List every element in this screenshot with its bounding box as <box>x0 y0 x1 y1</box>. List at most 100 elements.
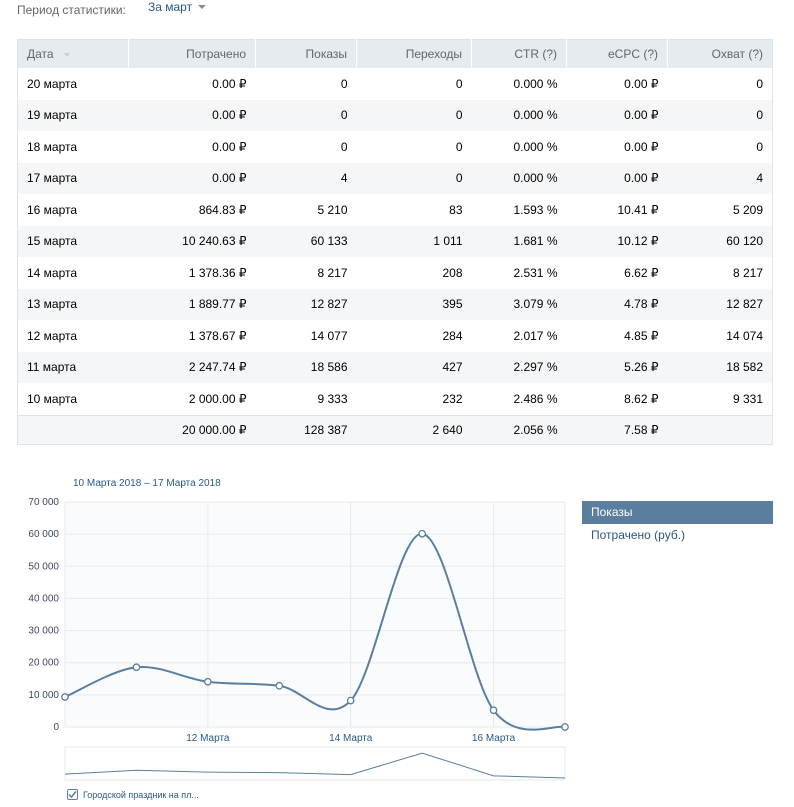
table-cell: 0.00 ₽ <box>128 99 256 131</box>
table-cell: 8 217 <box>732 265 763 280</box>
totals-cell <box>667 414 773 444</box>
table-cell: 12 827 <box>255 288 357 320</box>
column-header-date[interactable]: Дата <box>17 39 129 68</box>
y-tick-label: 0 <box>53 722 59 733</box>
data-point <box>418 529 426 538</box>
stats-table: Дата Потрачено Показы Переходы CTR (?) e… <box>17 39 773 445</box>
campaign-filter[interactable]: Городской праздник на пл... <box>67 789 199 800</box>
data-point <box>561 723 569 731</box>
table-cell: 1 011 <box>356 225 472 257</box>
table-cell: 5.26 ₽ <box>566 351 668 383</box>
table-cell: 18 582 <box>667 351 773 383</box>
table-cell: 1 378.36 ₽ <box>188 265 247 280</box>
table-cell: 427 <box>356 351 472 383</box>
table-cell: 5 209 <box>732 202 763 217</box>
table-cell: 14 074 <box>726 328 763 343</box>
impressions-chart: 0 10 000 20 000 30 000 40 000 50 000 60 000 70 … <box>28 497 569 781</box>
period-label: Период статистики: <box>17 3 126 17</box>
table-cell: 2.486 % <box>513 391 558 406</box>
table-cell: 0.00 ₽ <box>624 76 659 91</box>
table-row: 20 марта 0.00 ₽ 0 0 0.000 % 0.00 ₽ 0 <box>18 68 773 100</box>
row-date-cell: 10 марта <box>27 391 78 406</box>
table-row: 10 марта 2 000.00 ₽ 9 333 232 2.486 % 8.62 ₽ 9… <box>18 383 773 415</box>
table-cell: 0 <box>340 76 348 91</box>
data-point <box>132 663 141 672</box>
data-point <box>346 696 355 705</box>
totals-cell: 2.056 % <box>471 414 567 444</box>
table-cell: 0.000 % <box>513 139 558 154</box>
column-header-ecpc[interactable]: eCPC (?) <box>566 39 668 68</box>
totals-cell: 128 387 <box>255 414 357 444</box>
table-row: 15 марта 10 240.63 ₽60 133 1 011 1.681 % 10.… <box>17 225 773 257</box>
y-tick-label: 50 000 <box>28 561 59 572</box>
table-cell: 8 217 <box>317 265 348 280</box>
table-cell: 864.83 ₽ <box>198 202 247 217</box>
plot-area <box>64 501 566 728</box>
table-cell: 5 210 <box>317 202 348 217</box>
table-row: 17 марта 0.00 ₽4 0 0.000 % 0.00 ₽4 <box>17 162 773 194</box>
table-row: 14 марта 1 378.36 ₽ 8 217 208 2.531 % 6.62 ₽ 8… <box>18 257 773 289</box>
table-cell: 8.62 ₽ <box>624 391 659 406</box>
table-cell: 4 <box>667 162 773 194</box>
row-date-cell: 13 марта <box>17 288 129 320</box>
column-header-reach[interactable]: Охват (?) <box>667 39 773 68</box>
table-cell: 4 <box>255 162 357 194</box>
y-tick-label: 70 000 <box>28 497 59 508</box>
chart-legend: Показы Потрачено (руб.) <box>582 501 773 547</box>
table-row: 19 марта 0.00 ₽0 0 0.000 % 0.00 ₽0 <box>17 99 773 131</box>
table-cell: 0.00 ₽ <box>566 99 668 131</box>
table-cell: 0.00 ₽ <box>128 162 256 194</box>
campaign-checkbox[interactable] <box>67 789 78 800</box>
totals-row: 20 000.00 ₽ 128 387 2 640 2.056 % 7.58 ₽ <box>17 414 773 444</box>
table-cell: 2 247.74 ₽ <box>128 351 256 383</box>
column-header-impressions[interactable]: Показы <box>255 39 357 68</box>
y-tick-label: 10 000 <box>28 690 59 701</box>
table-cell: 2.531 % <box>513 265 558 280</box>
table-cell: 60 120 <box>667 225 773 257</box>
table-cell: 10.41 ₽ <box>617 202 659 217</box>
table-cell: 1 889.77 ₽ <box>128 288 256 320</box>
period-dropdown[interactable]: За март <box>148 0 207 14</box>
legend-item-spent[interactable]: Потрачено (руб.) <box>591 528 686 542</box>
table-cell: 12 827 <box>667 288 773 320</box>
table-cell: 0.00 ₽ <box>624 139 659 154</box>
table-cell: 284 <box>442 328 463 343</box>
table-cell: 0 <box>756 139 763 154</box>
column-header-clicks[interactable]: Переходы <box>356 39 472 68</box>
x-tick-label: 12 Марта <box>186 733 230 744</box>
data-point <box>275 681 284 690</box>
column-header-spent[interactable]: Потрачено <box>128 39 256 68</box>
table-row: 12 марта 1 378.67 ₽ 14 077 284 2.017 % 4.85 ₽… <box>18 320 773 352</box>
totals-cell: 20 000.00 ₽ <box>128 414 256 444</box>
table-cell: 4.85 ₽ <box>624 328 659 343</box>
row-date-cell: 16 марта <box>27 202 78 217</box>
period-selected-value: За март <box>148 0 193 14</box>
table-body: 20 марта 0.00 ₽0 0 0.000 % 0.00 ₽0 19 марта 0.… <box>17 68 773 415</box>
sort-arrow-icon[interactable] <box>63 52 70 57</box>
table-cell: 0 <box>255 99 357 131</box>
data-point <box>61 693 69 701</box>
table-header-row: Дата Потрачено Показы Переходы CTR (?) e… <box>17 39 773 68</box>
table-cell: 0 <box>756 76 763 91</box>
table-cell: 2 000.00 ₽ <box>188 391 247 406</box>
table-cell: 1.593 % <box>513 202 558 217</box>
table-cell: 60 133 <box>255 225 357 257</box>
table-cell: 3.079 % <box>471 288 567 320</box>
table-cell: 9 331 <box>732 391 763 406</box>
table-cell: 0 <box>356 99 472 131</box>
table-cell: 0.000 % <box>471 99 567 131</box>
chart-period-title: 10 Марта 2018 – 17 Марта 2018 <box>73 478 221 489</box>
check-icon <box>68 791 77 799</box>
table-cell: 0.000 % <box>513 76 558 91</box>
navigator-panel <box>64 746 566 781</box>
row-date-cell: 14 марта <box>27 265 78 280</box>
totals-cell: 7.58 ₽ <box>566 414 668 444</box>
table-cell: 14 077 <box>310 328 348 343</box>
campaign-label: Городской праздник на пл... <box>83 789 199 800</box>
y-tick-label: 30 000 <box>28 626 59 637</box>
legend-item-impressions[interactable]: Показы <box>582 501 773 524</box>
table-cell: 208 <box>442 265 463 280</box>
table-cell: 395 <box>356 288 472 320</box>
column-header-ctr[interactable]: CTR (?) <box>471 39 567 68</box>
table-cell: 0 <box>356 162 472 194</box>
